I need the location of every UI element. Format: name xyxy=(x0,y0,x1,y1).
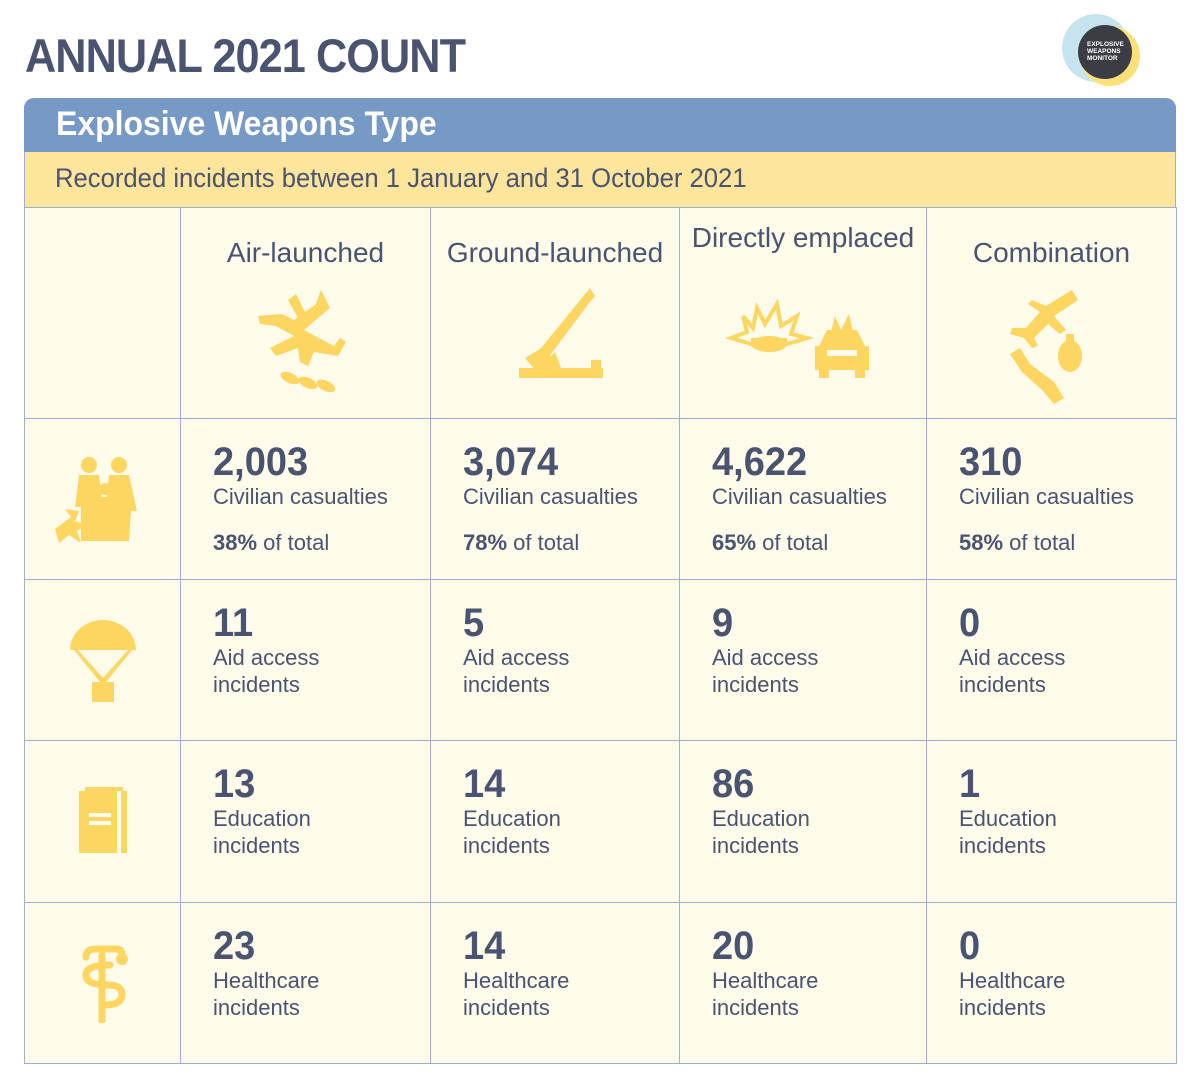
stat-percent: 78% of total xyxy=(463,530,580,555)
stat-value: 5 xyxy=(463,601,485,645)
row-icon-cell xyxy=(24,902,181,1064)
stat-value: 13 xyxy=(213,762,256,806)
education-cell-emplaced: 86 Education incidents xyxy=(679,740,927,903)
row-icon-cell xyxy=(24,418,181,580)
stat-value: 3,074 xyxy=(463,440,559,484)
parachute-aid-icon xyxy=(69,620,136,702)
explosive-weapons-monitor-logo xyxy=(1062,14,1140,86)
stat-percent: 58% of total xyxy=(959,530,1076,555)
weapons-type-card: Explosive Weapons Type Recorded incident… xyxy=(24,98,1177,1064)
stat-label: Education incidents xyxy=(712,806,810,858)
stat-label: Healthcare incidents xyxy=(213,968,320,1020)
aid-access-row: 11 Aid access incidents 5 Aid access inc… xyxy=(24,579,1177,741)
stat-value: 0 xyxy=(959,924,981,968)
incident-table: Air-launched Ground-launched xyxy=(24,207,1177,1064)
card-title: Explosive Weapons Type xyxy=(56,105,437,143)
jet-grenade-bomb-icon xyxy=(1009,290,1082,404)
stat-label: Civilian casualties xyxy=(213,484,388,509)
stat-value: 9 xyxy=(712,601,734,645)
column-label: Ground-launched xyxy=(446,237,664,268)
column-header-emplaced: Directly emplaced xyxy=(679,207,927,419)
education-cell-air: 13 Education incidents xyxy=(180,740,431,903)
healthcare-cell-combination: 0 Healthcare incidents xyxy=(926,902,1177,1064)
column-label: Directly emplaced xyxy=(691,222,915,253)
aid-cell-combination: 0 Aid access incidents xyxy=(926,579,1177,741)
stat-value: 14 xyxy=(463,762,506,806)
column-label: Air-launched xyxy=(226,237,385,268)
logo-text: EXPLOSIVE WEAPONS MONITOR xyxy=(1087,41,1124,62)
stat-label: Aid access incidents xyxy=(712,645,819,697)
stat-label: Education incidents xyxy=(213,806,311,858)
education-cell-ground: 14 Education incidents xyxy=(430,740,680,903)
stat-label: Aid access incidents xyxy=(959,645,1066,697)
stat-label: Healthcare incidents xyxy=(463,968,570,1020)
column-label: Combination xyxy=(972,237,1131,268)
card-subtitle: Recorded incidents between 1 January and… xyxy=(55,163,747,193)
column-header-air: Air-launched xyxy=(180,207,431,419)
stat-label: Healthcare incidents xyxy=(959,968,1066,1020)
stat-label: Civilian casualties xyxy=(712,484,887,509)
stat-value: 20 xyxy=(712,924,755,968)
stat-value: 23 xyxy=(213,924,256,968)
stat-value: 310 xyxy=(959,440,1023,484)
aid-cell-ground: 5 Aid access incidents xyxy=(430,579,680,741)
stat-label: Education incidents xyxy=(959,806,1057,858)
education-cell-combination: 1 Education incidents xyxy=(926,740,1177,903)
stat-percent: 38% of total xyxy=(213,530,330,555)
casualties-cell-emplaced: 4,622 Civilian casualties 65% of total xyxy=(679,418,927,580)
education-row: 13 Education incidents 14 Education inci… xyxy=(24,740,1177,903)
healthcare-cell-emplaced: 20 Healthcare incidents xyxy=(679,902,927,1064)
aid-cell-emplaced: 9 Aid access incidents xyxy=(679,579,927,741)
stat-value: 4,622 xyxy=(712,440,808,484)
family-explosion-icon xyxy=(54,457,137,543)
stat-value: 0 xyxy=(959,601,981,645)
rocket-launcher-icon xyxy=(519,288,603,378)
row-icon-cell xyxy=(24,579,181,741)
page-title: ANNUAL 2021 COUNT xyxy=(25,29,466,82)
healthcare-cell-ground: 14 Healthcare incidents xyxy=(430,902,680,1064)
card-header: Explosive Weapons Type xyxy=(24,98,1176,152)
casualties-row: 2,003 Civilian casualties 38% of total 3… xyxy=(24,418,1177,580)
card-subheader: Recorded incidents between 1 January and… xyxy=(24,152,1176,207)
landmine-car-bomb-icon xyxy=(724,298,869,378)
caduceus-icon xyxy=(81,945,128,1023)
column-header-combination: Combination xyxy=(926,207,1177,419)
stat-value: 86 xyxy=(712,762,755,806)
stat-percent: 65% of total xyxy=(712,530,829,555)
stat-value: 2,003 xyxy=(213,440,309,484)
stat-label: Civilian casualties xyxy=(959,484,1134,509)
aircraft-bombs-icon xyxy=(257,290,346,393)
stat-label: Education incidents xyxy=(463,806,561,858)
stat-value: 1 xyxy=(959,762,981,806)
stat-value: 11 xyxy=(213,601,254,645)
healthcare-cell-air: 23 Healthcare incidents xyxy=(180,902,431,1064)
column-header-ground: Ground-launched xyxy=(430,207,680,419)
book-icon xyxy=(78,787,127,853)
row-icon-cell xyxy=(24,740,181,903)
healthcare-row: 23 Healthcare incidents 14 Healthcare in… xyxy=(24,902,1177,1064)
stat-value: 14 xyxy=(463,924,506,968)
casualties-cell-combination: 310 Civilian casualties 58% of total xyxy=(926,418,1177,580)
stat-label: Aid access incidents xyxy=(213,645,320,697)
stat-label: Healthcare incidents xyxy=(712,968,819,1020)
casualties-cell-ground: 3,074 Civilian casualties 78% of total xyxy=(430,418,680,580)
casualties-cell-air: 2,003 Civilian casualties 38% of total xyxy=(180,418,431,580)
column-header-row: Air-launched Ground-launched xyxy=(24,207,1177,419)
stat-label: Civilian casualties xyxy=(463,484,638,509)
stat-label: Aid access incidents xyxy=(463,645,570,697)
aid-cell-air: 11 Aid access incidents xyxy=(180,579,431,741)
corner-cell xyxy=(24,207,181,419)
